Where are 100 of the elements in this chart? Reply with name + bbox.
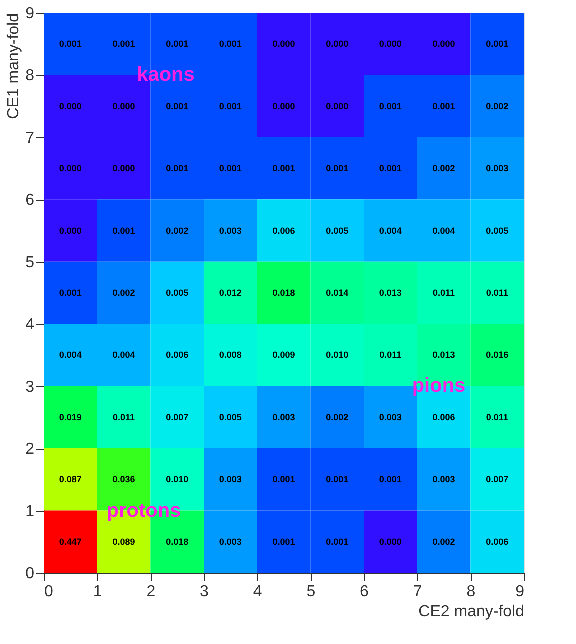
data-label: 0.000	[112, 164, 136, 174]
data-label: 0.006	[272, 226, 296, 236]
data-label: 0.000	[272, 101, 296, 112]
data-label: 0.005	[219, 412, 242, 422]
data-label: 0.036	[112, 474, 136, 485]
x-tick-label: 3	[200, 584, 210, 600]
data-label: 0.002	[326, 412, 349, 422]
data-label: 0.011	[112, 412, 136, 422]
data-label: 0.003	[219, 474, 242, 485]
annotation: kaons	[137, 64, 195, 86]
x-tick-label: 9	[516, 584, 525, 600]
data-label: 0.005	[486, 226, 509, 236]
y-tick-label: 9	[26, 6, 35, 22]
data-label: 0.011	[486, 412, 508, 422]
x-tick-label: 6	[360, 584, 370, 600]
data-label: 0.000	[379, 536, 402, 547]
x-tick-label: 0	[44, 584, 54, 600]
data-label: 0.000	[379, 39, 402, 50]
data-label: 0.010	[326, 350, 349, 360]
data-label: 0.001	[112, 226, 136, 236]
data-label: 0.001	[379, 164, 402, 174]
data-label: 0.000	[59, 226, 82, 236]
data-label: 0.000	[59, 101, 82, 112]
data-label: 0.002	[166, 226, 189, 236]
data-label: 0.019	[59, 412, 82, 422]
data-label: 0.006	[486, 536, 509, 547]
annotation: protons	[106, 500, 182, 522]
data-label: 0.002	[486, 101, 509, 112]
data-label: 0.001	[272, 536, 296, 547]
x-tick-label: 2	[146, 584, 156, 600]
data-label: 0.001	[272, 474, 296, 485]
data-label: 0.013	[379, 288, 402, 298]
data-label: 0.005	[326, 226, 349, 236]
data-label: 0.000	[432, 39, 456, 50]
data-label: 0.001	[379, 101, 402, 112]
data-label: 0.001	[59, 288, 82, 298]
data-label: 0.001	[219, 101, 242, 112]
data-label: 0.003	[486, 164, 509, 174]
data-label: 0.000	[59, 164, 82, 174]
data-label: 0.001	[326, 164, 349, 174]
data-label: 0.001	[486, 39, 509, 50]
y-tick-label: 5	[26, 254, 35, 272]
data-label: 0.004	[59, 350, 82, 360]
data-label: 0.000	[326, 39, 349, 50]
data-label: 0.003	[379, 412, 402, 422]
data-label: 0.005	[166, 288, 189, 298]
data-label: 0.006	[166, 350, 189, 360]
data-label: 0.001	[166, 39, 189, 50]
y-tick-label: 0	[26, 566, 35, 582]
x-tick-label: 5	[306, 584, 316, 600]
y-tick-label: 3	[26, 378, 35, 396]
data-label: 0.001	[166, 101, 189, 112]
x-axis-title: CE2 many-fold	[418, 604, 524, 620]
data-label: 0.000	[326, 101, 349, 112]
data-label: 0.014	[326, 288, 349, 298]
data-label: 0.001	[326, 474, 349, 485]
x-tick-label: 4	[253, 584, 262, 600]
data-label: 0.016	[486, 350, 509, 360]
data-label: 0.009	[272, 350, 296, 360]
data-label: 0.013	[432, 350, 456, 360]
y-tick-label: 8	[26, 68, 35, 85]
data-label: 0.001	[379, 474, 402, 485]
data-label: 0.011	[380, 350, 402, 360]
data-label: 0.011	[486, 288, 508, 298]
data-label: 0.003	[432, 474, 456, 485]
data-label: 0.012	[219, 288, 242, 298]
data-label: 0.008	[219, 350, 242, 360]
x-tick-label: 7	[413, 584, 422, 600]
y-tick-label: 4	[26, 316, 35, 334]
data-label: 0.000	[112, 101, 136, 112]
data-label: 0.003	[219, 226, 242, 236]
annotation: pions	[412, 375, 466, 397]
data-label: 0.004	[379, 226, 402, 236]
data-label: 0.001	[112, 39, 136, 50]
data-label: 0.004	[112, 350, 136, 360]
data-label: 0.003	[272, 412, 296, 422]
data-label: 0.007	[166, 412, 189, 422]
data-label: 0.001	[326, 536, 349, 547]
y-tick-label: 1	[26, 503, 35, 520]
y-tick-label: 7	[26, 130, 35, 147]
data-label: 0.006	[432, 412, 456, 422]
data-label: 0.002	[112, 288, 136, 298]
data-label: 0.011	[432, 288, 456, 298]
data-label: 0.003	[219, 536, 242, 547]
data-label: 0.018	[166, 536, 189, 547]
data-label: 0.010	[166, 474, 189, 485]
data-label: 0.001	[59, 39, 82, 50]
y-axis-title: CE1 many-fold	[6, 14, 23, 120]
data-label: 0.447	[59, 536, 82, 547]
data-label: 0.002	[432, 536, 456, 547]
data-label: 0.001	[219, 164, 242, 174]
data-label: 0.001	[272, 164, 296, 174]
data-label: 0.001	[432, 101, 456, 112]
data-label: 0.000	[272, 39, 296, 50]
data-label: 0.007	[486, 474, 509, 485]
data-label: 0.002	[432, 164, 456, 174]
y-tick-label: 6	[26, 192, 35, 210]
y-tick-label: 2	[26, 441, 35, 458]
data-label: 0.089	[112, 536, 136, 547]
data-label: 0.001	[166, 164, 189, 174]
